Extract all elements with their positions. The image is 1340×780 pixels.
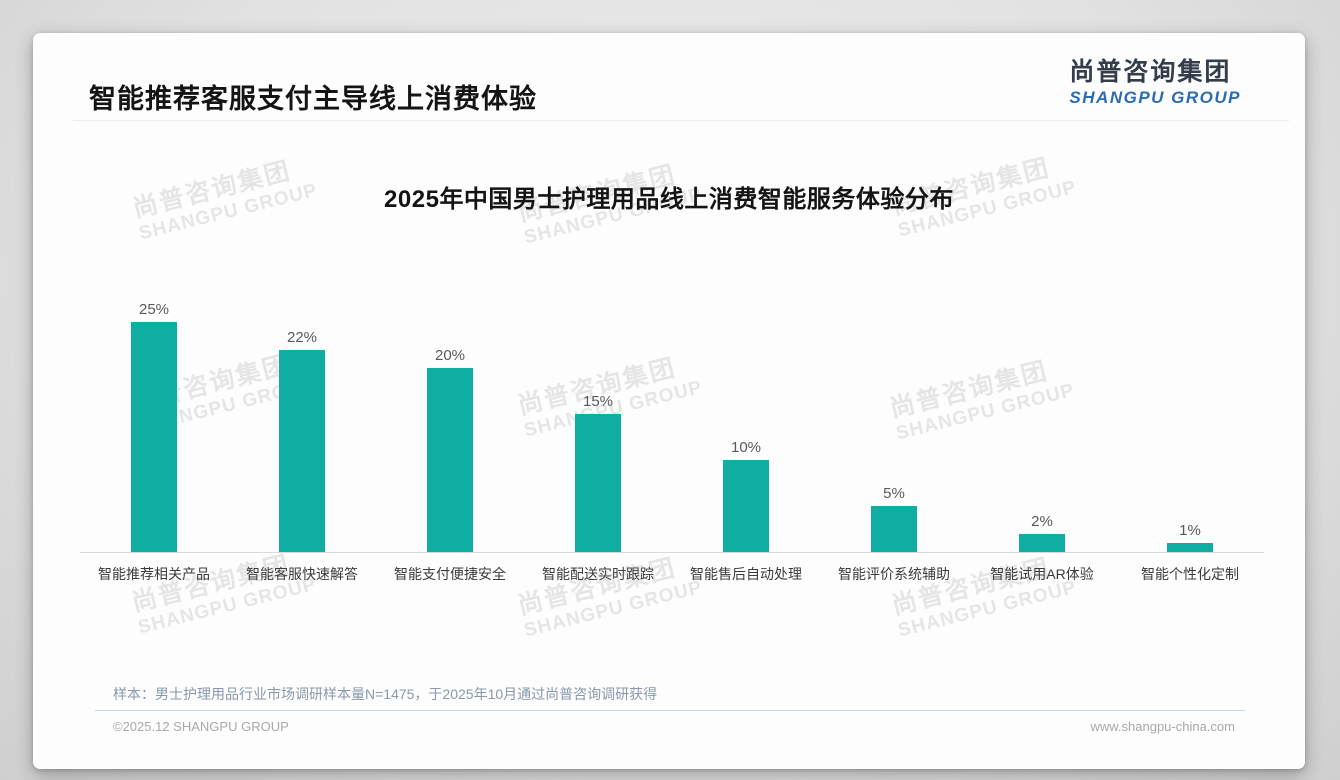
bar xyxy=(723,460,769,552)
bar-column: 1% xyxy=(1116,523,1264,552)
bar xyxy=(871,506,917,552)
watermark-text-cn: 尚普咨询集团 xyxy=(889,553,1053,621)
watermark-text-en: SHANGPU GROUP xyxy=(521,576,705,642)
watermark-text-en: SHANGPU GROUP xyxy=(895,576,1079,642)
watermark-text-cn: 尚普咨询集团 xyxy=(515,553,679,621)
bar-value-label: 15% xyxy=(582,393,614,410)
bar-column: 25% xyxy=(80,302,228,552)
bar-chart-category-axis: 智能推荐相关产品 智能客服快速解答 智能支付便捷安全 智能配送实时跟踪 智能售后自动处理… xyxy=(80,564,1264,584)
category-label: 智能个性化定制 xyxy=(1141,566,1239,582)
bar-column: 20% xyxy=(376,348,524,552)
slide-card: 尚普咨询集团 SHANGPU GROUP 尚普咨询集团 SHANGPU GROUP 尚普… xyxy=(33,33,1305,769)
page-title: 智能推荐客服支付主导线上消费体验 xyxy=(89,84,537,114)
copyright-text: ©2025.12 SHANGPU GROUP xyxy=(113,719,289,734)
logo-text-cn: 尚普咨询集团 xyxy=(1069,58,1232,86)
bar xyxy=(427,368,473,552)
bar-value-label: 22% xyxy=(286,328,318,346)
category-label: 智能评价系统辅助 xyxy=(838,566,950,582)
bar-value-label: 25% xyxy=(138,301,170,318)
bar-column: 2% xyxy=(968,514,1116,552)
company-logo: 尚普咨询集团 SHANGPU GROUP xyxy=(1069,57,1241,108)
watermark: 尚普咨询集团 SHANGPU GROUP xyxy=(129,546,319,639)
bar-column: 22% xyxy=(228,330,376,552)
bar-column: 15% xyxy=(524,394,672,552)
watermark: 尚普咨询集团 SHANGPU GROUP xyxy=(515,549,705,642)
bar xyxy=(131,322,177,552)
bar-column: 5% xyxy=(820,486,968,552)
category-label: 智能配送实时跟踪 xyxy=(542,566,654,582)
bar-value-label: 10% xyxy=(730,439,762,456)
chart-title: 2025年中国男士护理用品线上消费智能服务体验分布 xyxy=(384,186,954,213)
category-label: 智能试用AR体验 xyxy=(990,566,1094,582)
footer: ©2025.12 SHANGPU GROUP www.shangpu-china… xyxy=(113,719,1235,734)
bar-value-label: 2% xyxy=(1031,512,1053,530)
bar xyxy=(1167,542,1213,552)
bar xyxy=(279,349,325,552)
website-text: www.shangpu-china.com xyxy=(1090,719,1235,734)
bar xyxy=(1019,533,1065,552)
category-label: 智能客服快速解答 xyxy=(246,566,358,582)
bar-column: 10% xyxy=(672,440,820,552)
footer-divider xyxy=(95,710,1245,711)
header-divider xyxy=(73,120,1289,121)
logo-text-en: SHANGPU GROUP xyxy=(1069,88,1241,107)
category-label: 智能推荐相关产品 xyxy=(98,566,210,582)
bar-value-label: 1% xyxy=(1179,521,1201,539)
bar-value-label: 20% xyxy=(434,347,466,364)
bar xyxy=(575,414,621,552)
watermark: 尚普咨询集团 SHANGPU GROUP xyxy=(889,549,1079,642)
bar-value-label: 5% xyxy=(883,485,905,502)
sample-note: 样本：男士护理用品行业市场调研样本量N=1475，于2025年10月通过尚普咨询… xyxy=(113,686,658,702)
category-label: 智能支付便捷安全 xyxy=(394,566,506,582)
category-label: 智能售后自动处理 xyxy=(690,566,802,582)
bar-chart-plot: 25% 22% 20% 15% 10% 5% 2% 1% xyxy=(80,302,1264,553)
